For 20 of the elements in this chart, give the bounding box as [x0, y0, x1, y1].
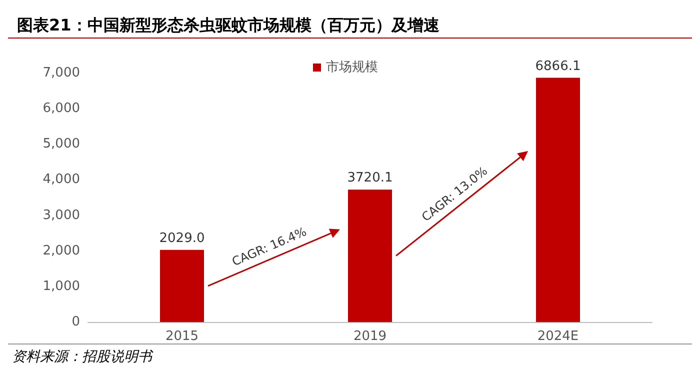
- y-tick-label: 3,000: [42, 208, 80, 223]
- y-tick-label: 4,000: [42, 172, 80, 188]
- bar: [348, 190, 392, 322]
- y-tick-label: 7,000: [42, 66, 80, 80]
- y-tick-label: 5,000: [42, 136, 80, 152]
- text: 资料来源：招股说明书: [12, 349, 154, 365]
- x-tick-label: 2015: [165, 329, 199, 344]
- y-tick-label: 6,000: [42, 101, 80, 116]
- bar: [160, 250, 204, 322]
- data-label: 3720.1: [347, 170, 393, 186]
- bar: [536, 78, 580, 322]
- x-tick-label: 2019: [353, 329, 387, 344]
- y-tick-label: 2,000: [42, 243, 80, 258]
- data-label: 2029.0: [159, 230, 205, 246]
- data-label: 6866.1: [535, 58, 581, 74]
- x-tick-label: 2024E: [537, 329, 579, 344]
- legend-label: 市场规模: [326, 60, 378, 75]
- chart-title: 图表21：中国新型形态杀虫驱蚊市场规模（百万元）及增速: [17, 16, 440, 34]
- y-tick-label: 1,000: [42, 278, 80, 294]
- y-tick-label: 0: [72, 314, 80, 330]
